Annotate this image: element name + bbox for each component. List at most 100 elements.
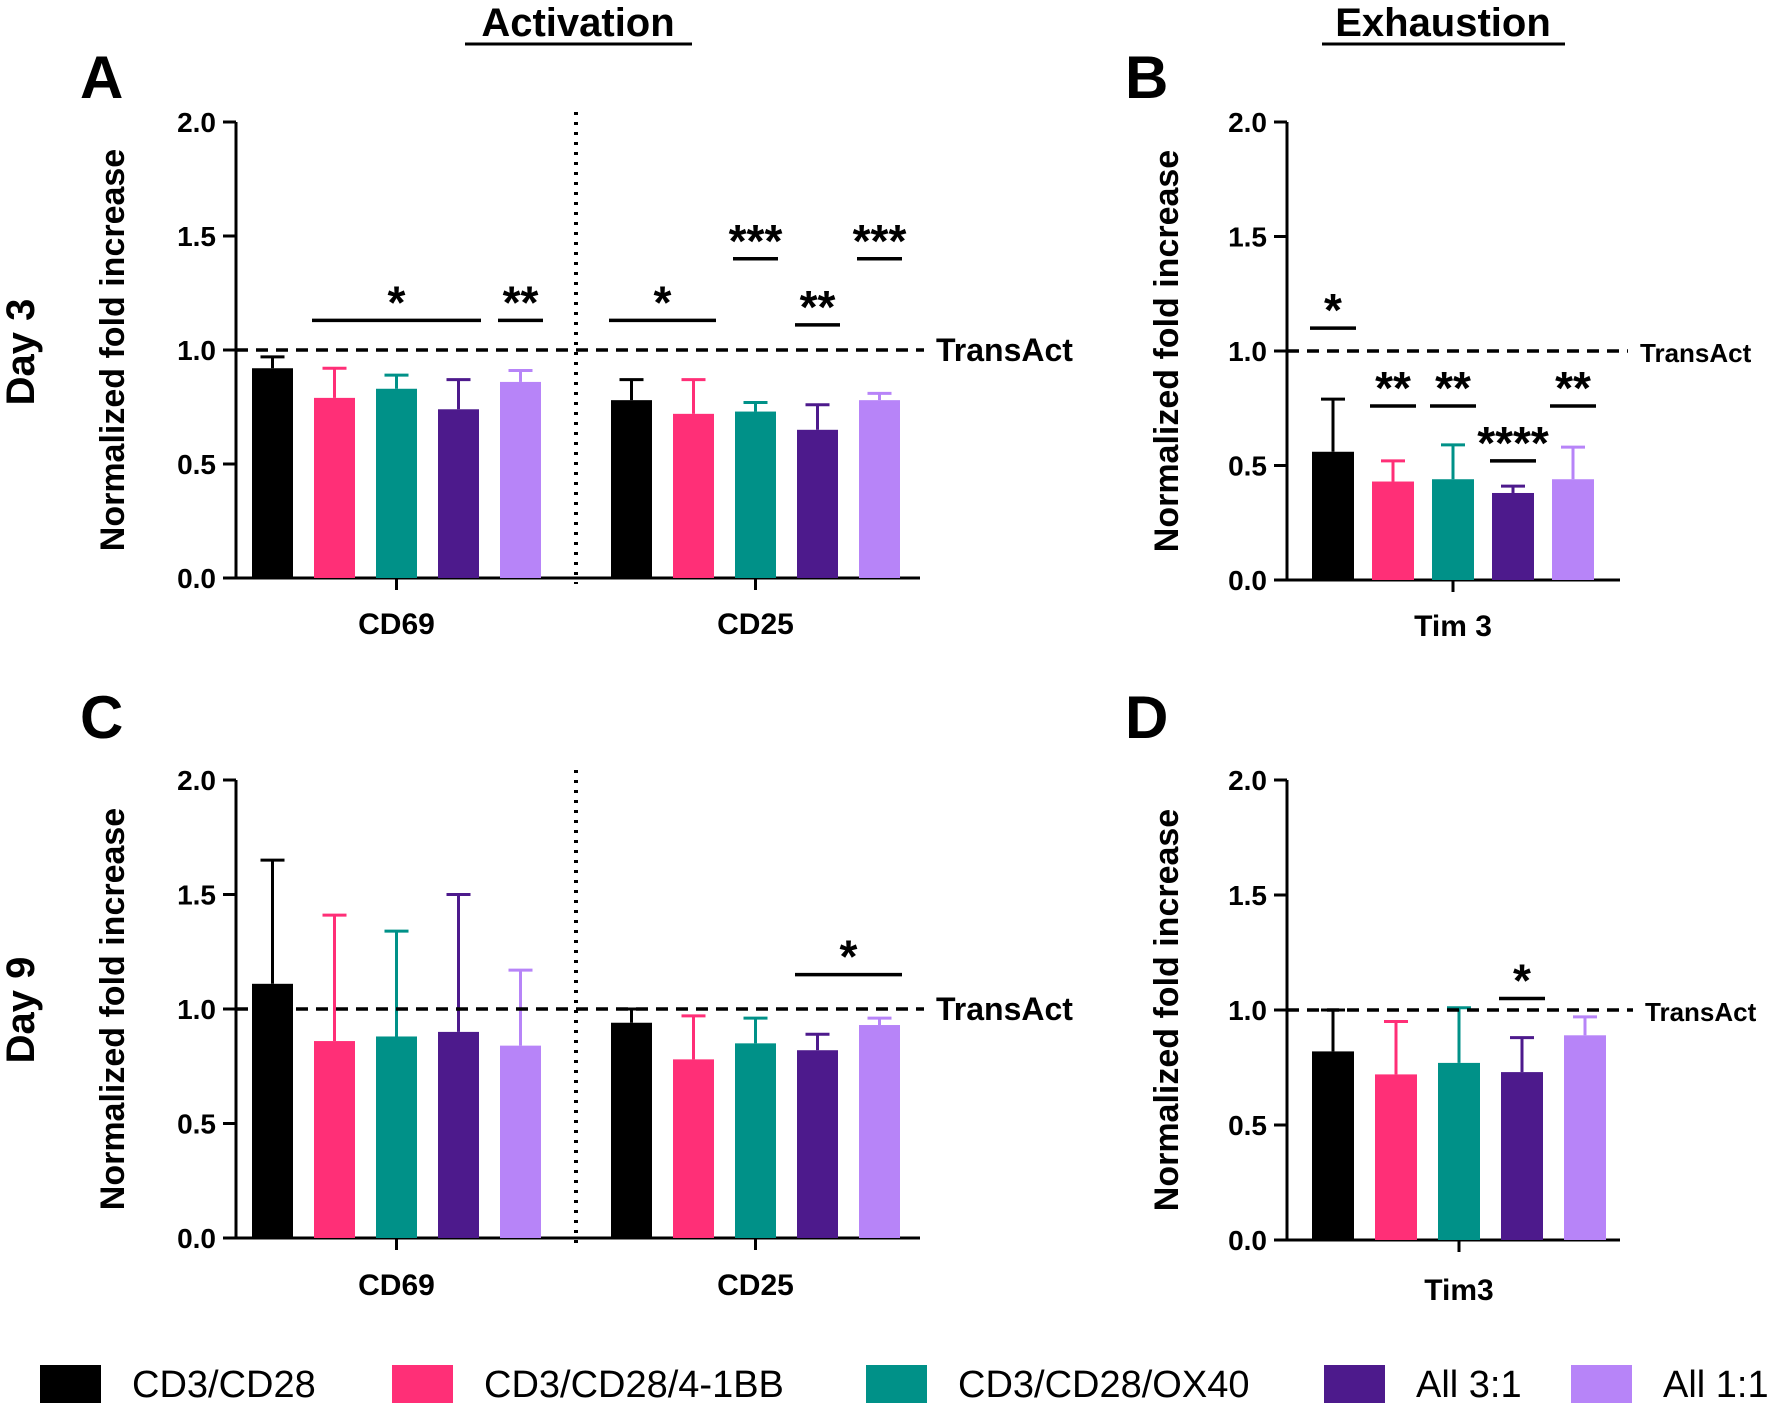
- panel-d: 0.0 0.5 1.0 1.5 2.0 Normalized fold increase T…: [1148, 765, 1757, 1307]
- significance-stars: **: [1555, 362, 1591, 414]
- y-axis-label: Normalized fold increase: [94, 149, 132, 551]
- legend-swatch: [866, 1365, 927, 1403]
- x-category-label: CD69: [358, 1269, 435, 1302]
- significance-stars: *: [388, 276, 406, 328]
- y-tick-label: 1.0: [177, 335, 216, 366]
- row-label-day3: Day 3: [0, 299, 43, 406]
- reference-line-label: TransAct: [1640, 338, 1752, 368]
- bar: [314, 1041, 355, 1238]
- bar: [1372, 481, 1414, 580]
- y-tick-label: 0.5: [1228, 1110, 1267, 1141]
- panel-letter-b: B: [1125, 44, 1168, 111]
- panel-b: 0.0 0.5 1.0 1.5 2.0 Normalized fold increase T…: [1148, 107, 1752, 643]
- reference-line-label: TransAct: [1645, 997, 1757, 1027]
- significance-stars: **: [1435, 362, 1471, 414]
- significance-stars: ***: [729, 215, 783, 267]
- legend: CD3/CD28 CD3/CD28/4-1BB CD3/CD28/OX40 All 3…: [40, 1364, 1769, 1404]
- bar: [611, 1022, 652, 1238]
- bar: [376, 1036, 417, 1238]
- significance-stars: **: [1375, 362, 1411, 414]
- legend-swatch: [392, 1365, 453, 1403]
- panel-a: 0.0 0.5 1.0 1.5 2.0 Normalized fold increase C…: [94, 107, 1073, 641]
- legend-swatch: [1324, 1365, 1385, 1403]
- y-axis-label: Normalized fold increase: [94, 808, 132, 1210]
- bar: [735, 411, 776, 578]
- y-tick-label: 1.5: [177, 221, 216, 252]
- y-tick-label: 0.0: [177, 563, 216, 594]
- y-tick-label: 1.0: [1228, 995, 1267, 1026]
- header-exhaustion: Exhaustion: [1335, 1, 1551, 45]
- bar: [1312, 451, 1354, 580]
- header-activation: Activation: [481, 1, 674, 45]
- bar: [1492, 492, 1534, 580]
- significance-stars: ***: [853, 215, 907, 267]
- y-tick-label: 1.5: [1228, 222, 1267, 253]
- legend-label: All 3:1: [1416, 1364, 1522, 1404]
- bar: [500, 1045, 541, 1238]
- y-tick-label: 1.0: [177, 994, 216, 1025]
- bar: [1501, 1072, 1543, 1240]
- y-tick-label: 1.5: [177, 880, 216, 911]
- x-category-label: Tim 3: [1414, 610, 1492, 643]
- bar: [1438, 1062, 1480, 1240]
- x-category-label: Tim3: [1424, 1274, 1493, 1307]
- x-category-label: CD25: [717, 608, 794, 641]
- bar: [1564, 1035, 1606, 1240]
- bar: [1432, 479, 1474, 580]
- legend-swatch: [40, 1365, 101, 1403]
- reference-line-label: TransAct: [936, 332, 1073, 368]
- y-axis-label: Normalized fold increase: [1148, 809, 1186, 1211]
- y-tick-label: 0.5: [177, 1109, 216, 1140]
- row-label-day9: Day 9: [0, 957, 43, 1064]
- y-tick-label: 0.0: [1228, 1225, 1267, 1256]
- panel-c: 0.0 0.5 1.0 1.5 2.0 Normalized fold increase C…: [94, 765, 1073, 1302]
- bar: [797, 429, 838, 578]
- bar: [500, 381, 541, 578]
- bar: [611, 400, 652, 578]
- bar: [735, 1043, 776, 1238]
- y-tick-label: 2.0: [1228, 107, 1267, 138]
- bar: [438, 1031, 479, 1238]
- x-category-label: CD25: [717, 1269, 794, 1302]
- significance-stars: ****: [1477, 417, 1549, 469]
- panel-letter-c: C: [80, 684, 123, 751]
- bar: [797, 1050, 838, 1238]
- bar: [252, 368, 293, 578]
- panel-letter-a: A: [80, 44, 123, 111]
- significance-stars: *: [654, 276, 672, 328]
- significance-stars: **: [503, 276, 539, 328]
- y-tick-label: 2.0: [177, 107, 216, 138]
- y-tick-label: 0.5: [1228, 451, 1267, 482]
- bar: [438, 409, 479, 578]
- bar: [673, 413, 714, 578]
- bar: [376, 388, 417, 578]
- bar: [673, 1059, 714, 1238]
- significance-stars: *: [1324, 284, 1342, 336]
- significance-stars: **: [800, 281, 836, 333]
- y-tick-label: 0.0: [1228, 565, 1267, 596]
- reference-line-label: TransAct: [936, 991, 1073, 1027]
- bar: [1312, 1051, 1354, 1240]
- bar: [252, 983, 293, 1238]
- bar: [859, 1025, 900, 1238]
- panel-letter-d: D: [1125, 684, 1168, 751]
- legend-swatch: [1571, 1365, 1632, 1403]
- bar: [859, 400, 900, 578]
- y-tick-label: 0.5: [177, 449, 216, 480]
- y-tick-label: 2.0: [1228, 765, 1267, 796]
- bar: [1375, 1074, 1417, 1240]
- significance-stars: *: [1513, 955, 1531, 1007]
- y-tick-label: 1.5: [1228, 880, 1267, 911]
- legend-label: CD3/CD28/OX40: [958, 1364, 1249, 1404]
- x-category-label: CD69: [358, 608, 435, 641]
- y-tick-label: 1.0: [1228, 336, 1267, 367]
- y-axis-label: Normalized fold increase: [1148, 150, 1186, 552]
- significance-stars: *: [840, 931, 858, 983]
- y-tick-label: 0.0: [177, 1223, 216, 1254]
- bar: [314, 397, 355, 578]
- legend-label: CD3/CD28: [132, 1364, 316, 1404]
- bar: [1552, 479, 1594, 580]
- y-tick-label: 2.0: [177, 765, 216, 796]
- legend-label: All 1:1: [1663, 1364, 1769, 1404]
